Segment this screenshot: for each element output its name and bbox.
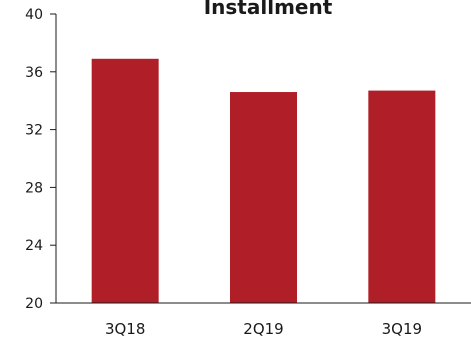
- y-tick-label: 40: [25, 7, 43, 23]
- y-tick-label: 28: [25, 180, 43, 196]
- bar-2q19: [230, 92, 297, 303]
- plot-area: 20 24 28 32 36 40 3Q18 2Q19 3Q19: [25, 7, 471, 338]
- x-labels-group: 3Q18 2Q19 3Q19: [105, 320, 422, 338]
- x-category-label: 3Q19: [382, 320, 422, 338]
- x-category-label: 3Q18: [105, 320, 145, 338]
- bar-3q18: [91, 58, 159, 303]
- y-tick-label: 32: [25, 123, 43, 139]
- bars-group: [91, 58, 436, 304]
- y-tick-label: 36: [25, 65, 43, 81]
- bar-3q19: [368, 90, 436, 304]
- x-category-label: 2Q19: [243, 320, 283, 338]
- chart-title: Installment: [204, 0, 333, 19]
- y-ticks-group: 20 24 28 32 36 40: [25, 7, 56, 312]
- y-tick-label: 24: [25, 238, 43, 254]
- y-tick-label: 20: [25, 296, 43, 312]
